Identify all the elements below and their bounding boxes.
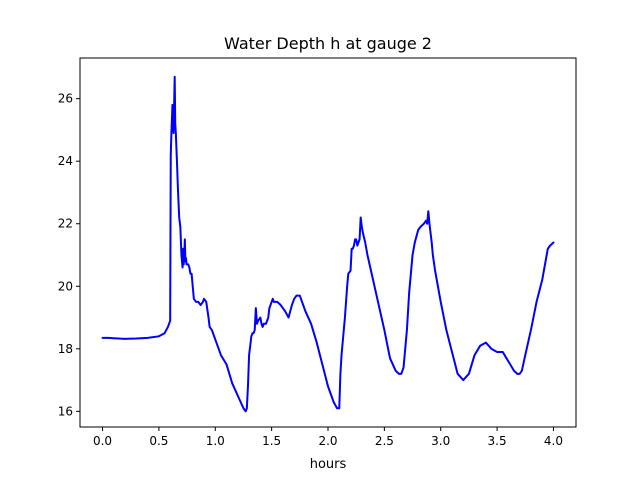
series-line-0 <box>101 75 555 413</box>
x-axis: 0.0 0.5 1.0 1.5 2.0 2.5 3.0 3.5 4.0 <box>93 427 563 448</box>
x-tick-label: 2.5 <box>375 434 394 448</box>
y-tick-label: 16 <box>58 404 73 418</box>
plot-area <box>79 57 577 428</box>
plot-frame <box>79 57 577 428</box>
x-tick-label: 0.0 <box>93 434 112 448</box>
y-axis: 16 18 20 22 24 26 <box>58 92 80 418</box>
x-axis-label: hours <box>310 457 347 472</box>
x-tick-label: 2.0 <box>318 434 337 448</box>
y-tick-label: 18 <box>58 342 73 356</box>
x-tick-label: 3.5 <box>488 434 507 448</box>
chart-title: Water Depth h at gauge 2 <box>224 34 432 53</box>
y-tick-label: 20 <box>58 279 73 293</box>
x-tick-label: 4.0 <box>544 434 563 448</box>
x-tick-label: 1.5 <box>262 434 281 448</box>
x-tick-label: 0.5 <box>149 434 168 448</box>
x-tick-label: 3.0 <box>431 434 450 448</box>
y-tick-label: 22 <box>58 217 73 231</box>
y-tick-label: 26 <box>58 92 73 106</box>
x-tick-label: 1.0 <box>206 434 225 448</box>
y-tick-label: 24 <box>58 154 73 168</box>
